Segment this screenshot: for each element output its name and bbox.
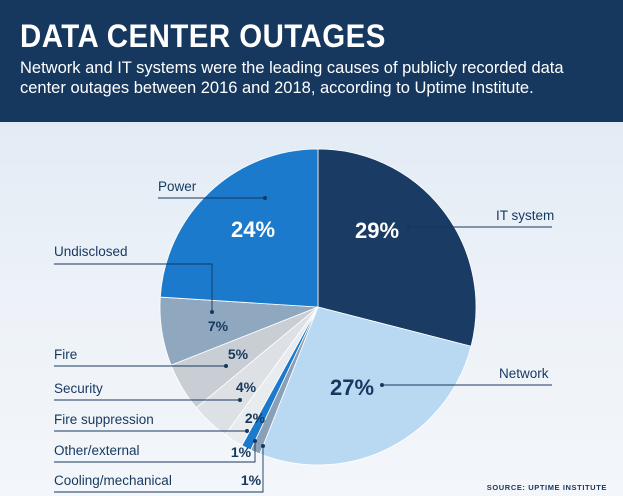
pie-slice-power xyxy=(159,148,319,308)
leader-line-undisclosed xyxy=(54,263,213,312)
leader-dot-undisclosed xyxy=(210,310,214,314)
category-label-other_external: Other/external xyxy=(54,443,140,458)
value-label-fire_suppression: 2% xyxy=(245,410,266,426)
pie-slice-network xyxy=(259,306,472,466)
chart-subtitle: Network and IT systems were the leading … xyxy=(20,59,564,97)
value-label-fire: 5% xyxy=(228,346,249,362)
value-label-cooling_mechanical: 1% xyxy=(241,472,262,488)
slice-labels: IT system 29% Network 27% Cooling/mechanical… xyxy=(54,179,554,488)
category-label-undisclosed: Undisclosed xyxy=(54,244,128,259)
source-note: SOURCE: UPTIME INSTITUTE xyxy=(487,483,607,492)
category-label-fire_suppression: Fire suppression xyxy=(54,412,154,427)
leader-dot-other_external xyxy=(253,439,257,443)
leader-line-cooling_mechanical xyxy=(54,446,264,493)
leader-dot-fire_suppression xyxy=(245,429,249,433)
leader-dot-security xyxy=(238,398,242,402)
pie-slices xyxy=(159,148,477,466)
value-label-other_external: 1% xyxy=(231,444,252,460)
category-label-network: Network xyxy=(499,366,549,381)
value-label-it_system: 29% xyxy=(355,218,399,243)
category-label-cooling_mechanical: Cooling/mechanical xyxy=(54,473,172,488)
category-label-it_system: IT system xyxy=(496,208,554,223)
leader-dot-it_system xyxy=(406,225,410,229)
value-label-security: 4% xyxy=(236,379,257,395)
category-label-power: Power xyxy=(158,179,197,194)
category-label-security: Security xyxy=(54,381,103,396)
leader-dot-power xyxy=(263,196,267,200)
leader-lines xyxy=(54,196,552,493)
pie-slice-it_system xyxy=(317,148,477,347)
leader-dot-cooling_mechanical xyxy=(261,444,265,448)
category-label-fire: Fire xyxy=(54,347,77,362)
header-banner: DATA CENTER OUTAGES Network and IT syste… xyxy=(0,0,623,122)
value-label-power: 24% xyxy=(231,217,275,242)
leader-dot-network xyxy=(380,383,384,387)
leader-dot-fire xyxy=(224,364,228,368)
leader-line-other_external xyxy=(54,441,256,463)
chart-title: DATA CENTER OUTAGES xyxy=(20,18,386,54)
value-label-undisclosed: 7% xyxy=(208,318,229,334)
value-label-network: 27% xyxy=(330,375,374,400)
